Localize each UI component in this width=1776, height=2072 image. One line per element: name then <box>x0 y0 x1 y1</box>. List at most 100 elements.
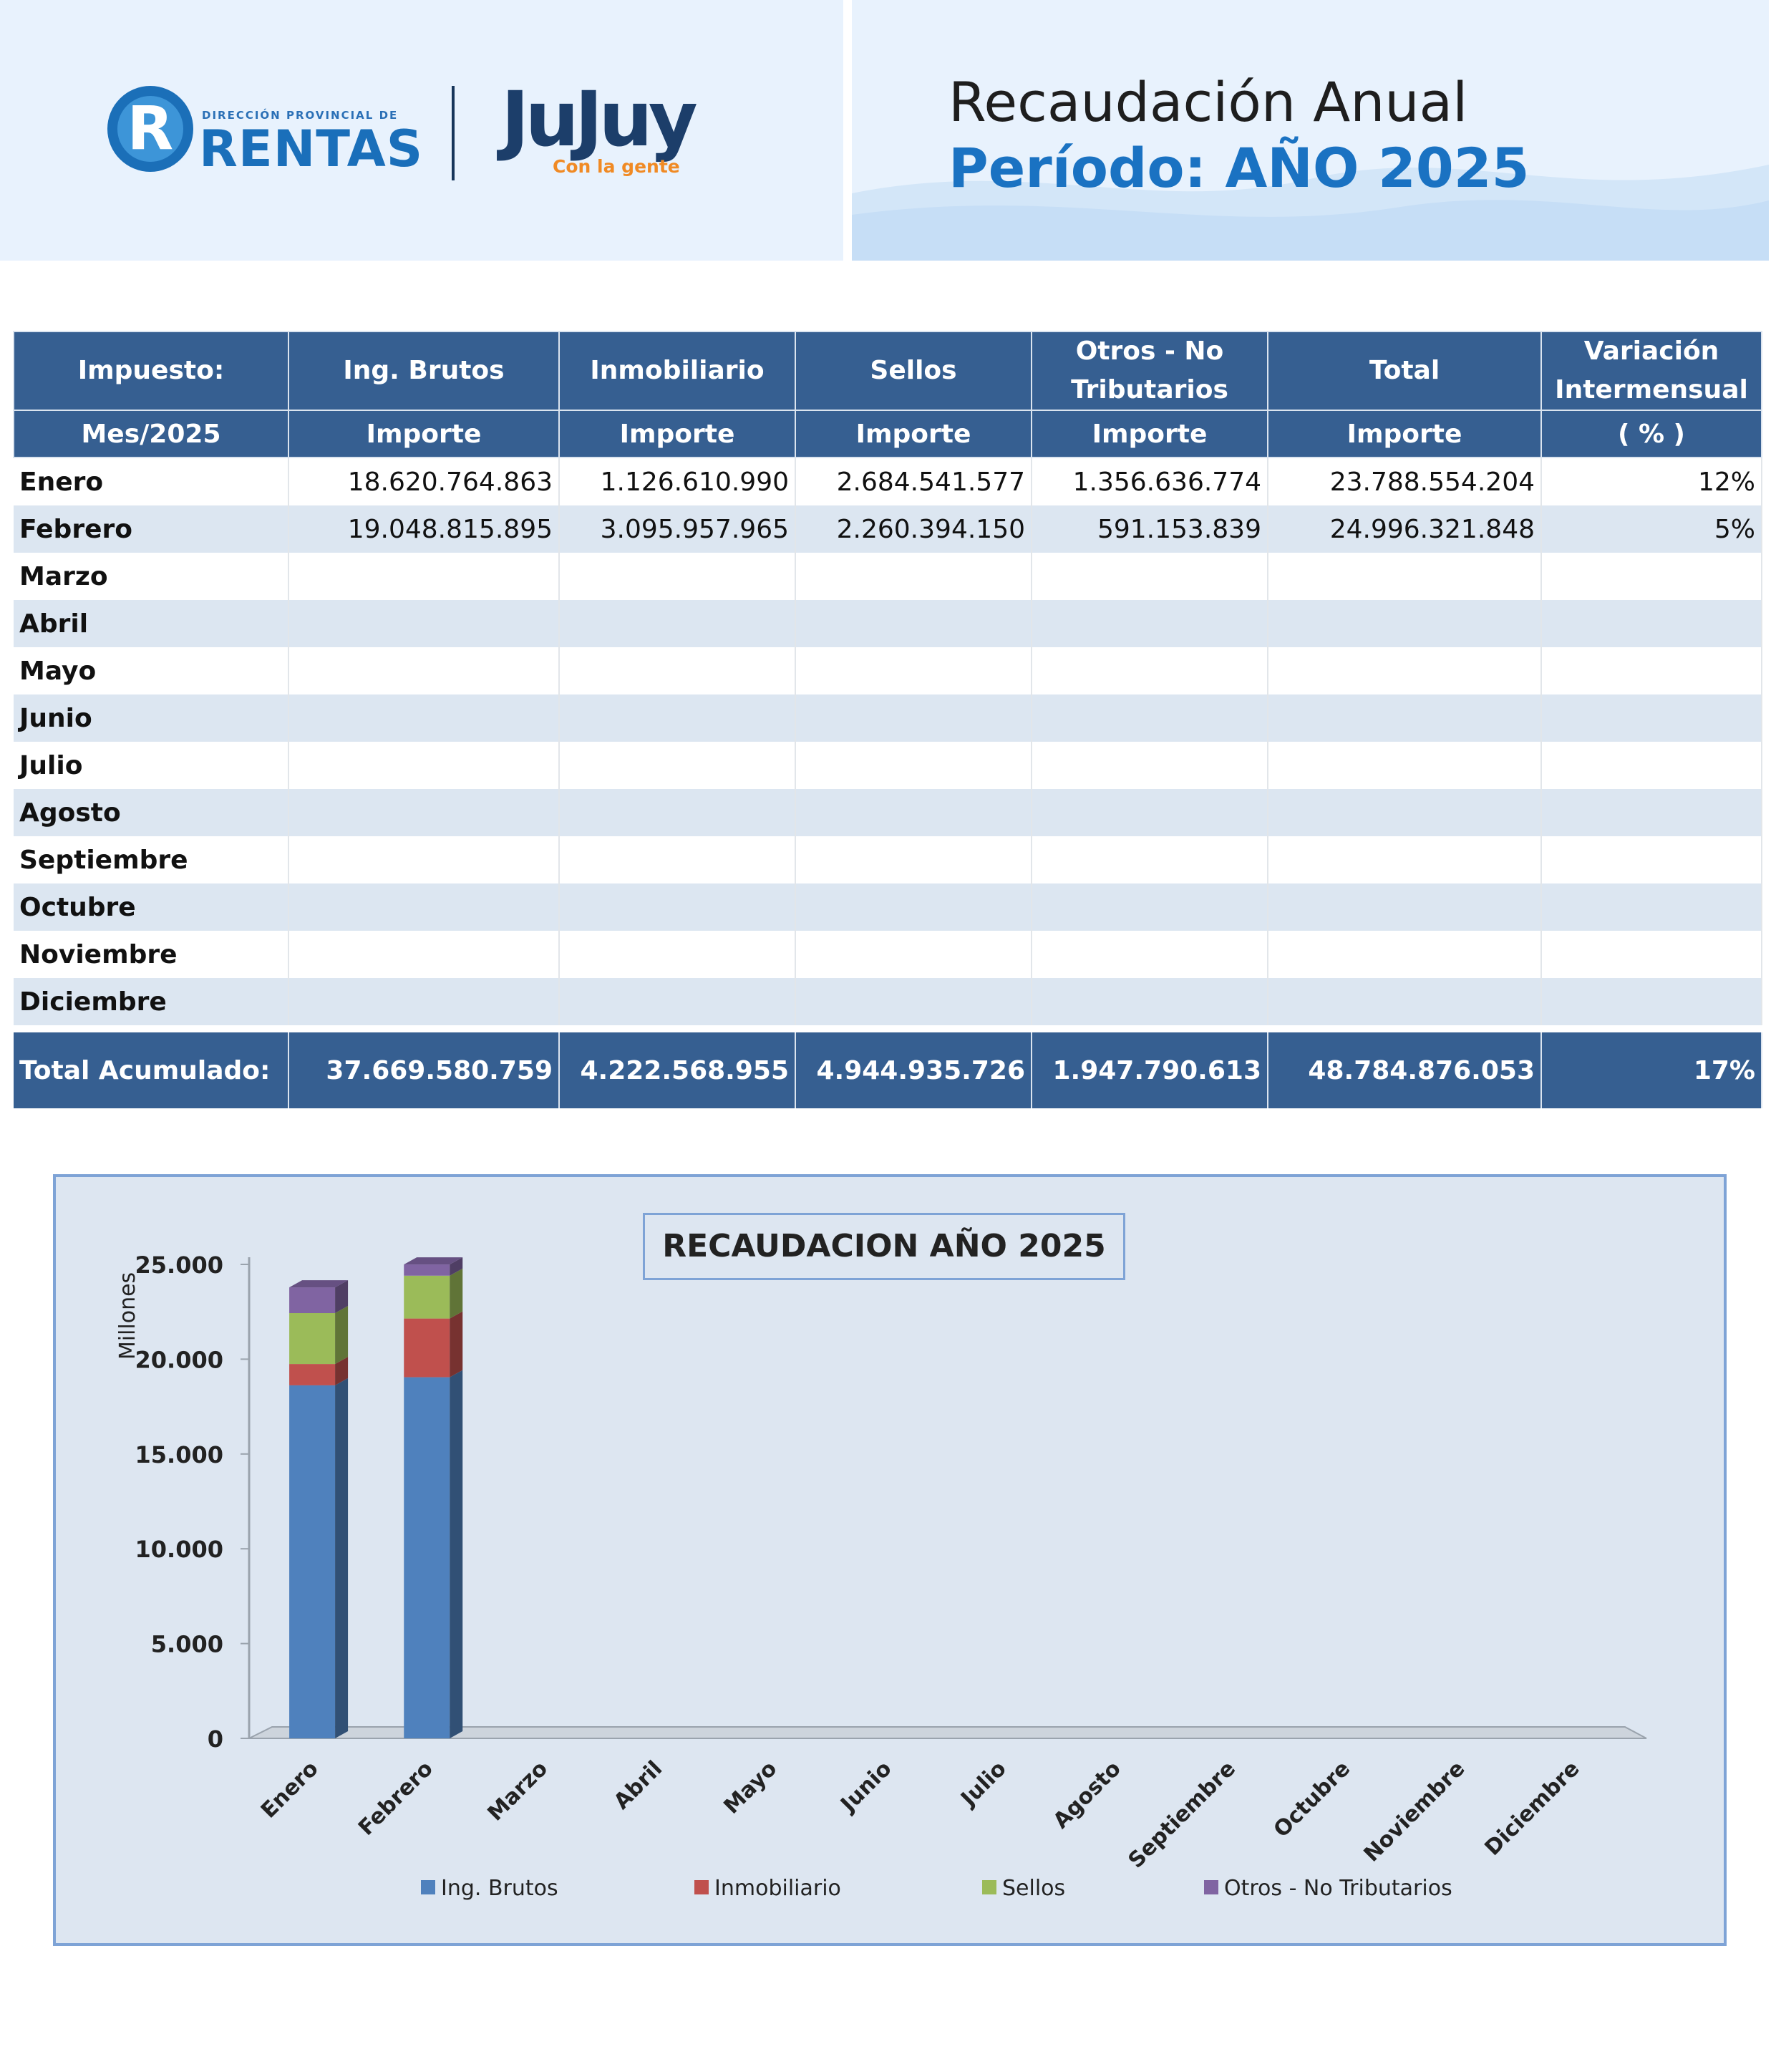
value-cell <box>1541 600 1762 647</box>
month-cell: Mayo <box>14 647 289 694</box>
province-logo-text: JuJuy <box>501 75 698 163</box>
value-cell <box>559 694 796 742</box>
legend-label: Ing. Brutos <box>441 1876 558 1901</box>
value-cell: 2.684.541.577 <box>795 458 1032 505</box>
value-cell: 12% <box>1541 458 1762 505</box>
month-cell: Agosto <box>14 789 289 836</box>
total-row: Total Acumulado: 37.669.580.759 4.222.568.… <box>14 1032 1762 1108</box>
x-tick-label: Marzo <box>483 1756 553 1826</box>
value-cell: 2.260.394.150 <box>795 505 1032 553</box>
table-spacer <box>14 1025 1762 1032</box>
month-cell: Junio <box>14 694 289 742</box>
value-cell: 18.620.764.863 <box>288 458 560 505</box>
total-value-cell: 17% <box>1541 1032 1762 1108</box>
value-cell: 1.356.636.774 <box>1032 458 1268 505</box>
value-cell <box>1032 978 1268 1025</box>
total-value-cell: 4.222.568.955 <box>559 1032 796 1108</box>
y-axis-title: Millones <box>115 1272 140 1360</box>
bar-segment <box>289 1364 336 1385</box>
value-cell <box>559 883 796 931</box>
value-cell <box>559 978 796 1025</box>
column-header: Variación Intermensual <box>1540 331 1762 411</box>
value-cell: 19.048.815.895 <box>288 505 560 553</box>
column-subheader: Mes/2025 <box>13 410 289 458</box>
bar-segment-side <box>335 1378 349 1738</box>
rentas-logo-icon: R <box>107 86 193 172</box>
x-tick-label: Enero <box>256 1756 324 1824</box>
value-cell <box>288 978 560 1025</box>
header-wave-decoration <box>852 165 1769 261</box>
value-cell <box>1541 883 1762 931</box>
table-row: Junio <box>14 694 1762 742</box>
value-cell <box>288 836 560 883</box>
value-cell <box>1541 742 1762 789</box>
bar-segment-side <box>335 1357 349 1385</box>
x-tick-label: Diciembre <box>1480 1756 1585 1861</box>
bar-segment <box>404 1264 450 1276</box>
column-header: Sellos <box>795 331 1032 411</box>
value-cell <box>288 742 560 789</box>
table-header-row: Impuesto: Ing. Brutos Inmobiliario Sellos Ot… <box>13 331 1762 411</box>
x-tick-label: Mayo <box>719 1756 782 1819</box>
column-header: Inmobiliario <box>558 331 796 411</box>
value-cell: 23.788.554.204 <box>1268 458 1542 505</box>
bar-segment-side <box>450 1268 463 1319</box>
month-cell: Noviembre <box>14 931 289 978</box>
legend-label: Sellos <box>1002 1876 1065 1901</box>
value-cell <box>1541 647 1762 694</box>
value-cell: 1.126.610.990 <box>559 458 796 505</box>
legend-swatch <box>694 1880 709 1894</box>
bar-segment <box>404 1318 450 1378</box>
value-cell <box>1032 836 1268 883</box>
y-tick-label: 20.000 <box>135 1346 223 1373</box>
org-name-label: RENTAS <box>199 120 424 178</box>
bar-segment-side <box>335 1280 349 1314</box>
y-tick-label: 0 <box>208 1725 223 1753</box>
x-tick-label: Febrero <box>354 1756 438 1841</box>
table-row: Agosto <box>14 789 1762 836</box>
bar-segment-side <box>450 1370 463 1738</box>
total-value-cell: 48.784.876.053 <box>1268 1032 1542 1108</box>
value-cell <box>559 647 796 694</box>
value-cell <box>1032 742 1268 789</box>
value-cell: 591.153.839 <box>1032 505 1268 553</box>
value-cell <box>795 978 1032 1025</box>
table-row: Enero 18.620.764.863 1.126.610.990 2.684.54… <box>14 458 1762 505</box>
y-tick-label: 15.000 <box>135 1441 223 1468</box>
bar-segment-side <box>450 1311 463 1378</box>
value-cell <box>795 883 1032 931</box>
logo-divider <box>452 86 455 180</box>
value-cell <box>1541 931 1762 978</box>
column-subheader: Importe <box>1031 410 1268 458</box>
value-cell <box>1268 742 1542 789</box>
table-subheader-row: Mes/2025 Importe Importe Importe Importe Impo… <box>13 410 1762 458</box>
value-cell <box>1268 647 1542 694</box>
month-cell: Julio <box>14 742 289 789</box>
svg-text:R: R <box>127 93 174 163</box>
value-cell <box>559 836 796 883</box>
bar-segment <box>289 1385 336 1738</box>
header-title-panel <box>852 0 1769 261</box>
legend-swatch <box>421 1880 435 1894</box>
value-cell <box>795 553 1032 600</box>
value-cell <box>288 931 560 978</box>
column-subheader: Importe <box>795 410 1032 458</box>
table-row: Octubre <box>14 883 1762 931</box>
value-cell <box>795 931 1032 978</box>
value-cell <box>795 647 1032 694</box>
x-tick-label: Abril <box>609 1756 667 1814</box>
column-subheader: Importe <box>288 410 560 458</box>
month-cell: Diciembre <box>14 978 289 1025</box>
total-value-cell: 4.944.935.726 <box>795 1032 1032 1108</box>
chart-title: RECAUDACION AÑO 2025 <box>643 1213 1125 1280</box>
table-row: Noviembre <box>14 931 1762 978</box>
value-cell <box>1268 836 1542 883</box>
legend-swatch <box>982 1880 996 1894</box>
month-cell: Octubre <box>14 883 289 931</box>
total-label-cell: Total Acumulado: <box>14 1032 289 1108</box>
legend-label: Inmobiliario <box>714 1876 841 1901</box>
value-cell <box>1268 789 1542 836</box>
value-cell <box>559 742 796 789</box>
column-subheader: ( % ) <box>1540 410 1762 458</box>
